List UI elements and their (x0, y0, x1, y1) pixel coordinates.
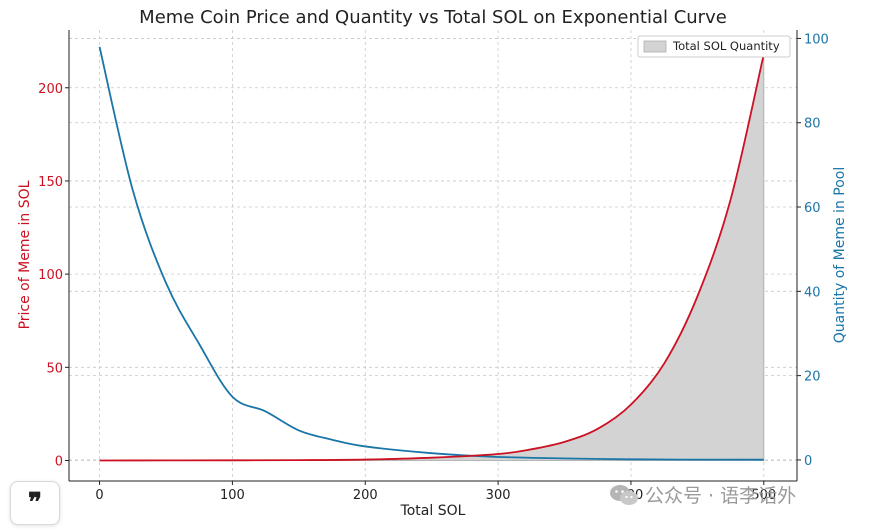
axes (68, 30, 798, 482)
right-y-axis-label: Quantity of Meme in Pool (832, 167, 848, 343)
watermark: 公众号 · 语李话外 (609, 481, 796, 508)
legend: Total SOL Quantity (637, 35, 791, 58)
legend-box (637, 35, 791, 58)
x-tick-label: 500 (751, 488, 776, 503)
left-tick-label: 50 (46, 361, 63, 376)
right-tick-label: 0 (804, 454, 812, 469)
legend-swatch (643, 40, 667, 53)
quote-button[interactable]: ❞ (10, 481, 60, 525)
right-tick-label: 40 (804, 285, 821, 300)
x-axis-label: Total SOL (400, 503, 466, 519)
left-y-axis-label: Price of Meme in SOL (17, 180, 33, 329)
watermark-text: 公众号 · 语李话外 (645, 485, 797, 507)
right-tick-label: 100 (804, 32, 829, 47)
fill-area-total-sol-quantity (99, 54, 765, 461)
x-tick-label: 0 (95, 488, 103, 503)
chart-title: Meme Coin Price and Quantity vs Total SO… (139, 7, 727, 28)
right-tick-label: 20 (804, 370, 821, 385)
left-tick-label: 100 (38, 268, 63, 283)
left-tick-label: 200 (38, 82, 63, 97)
wechat-icon (610, 484, 638, 505)
legend-label: Total SOL Quantity (672, 39, 780, 53)
right-tick-label: 80 (804, 117, 821, 132)
left-tick-label: 150 (38, 175, 63, 190)
right-tick-label: 60 (804, 201, 821, 216)
x-tick-label: 200 (353, 488, 378, 503)
price-line (99, 54, 765, 462)
x-tick-label: 300 (486, 488, 511, 503)
quantity-line (98, 46, 764, 461)
left-tick-label: 0 (55, 455, 63, 470)
x-tick-label: 100 (220, 488, 245, 503)
